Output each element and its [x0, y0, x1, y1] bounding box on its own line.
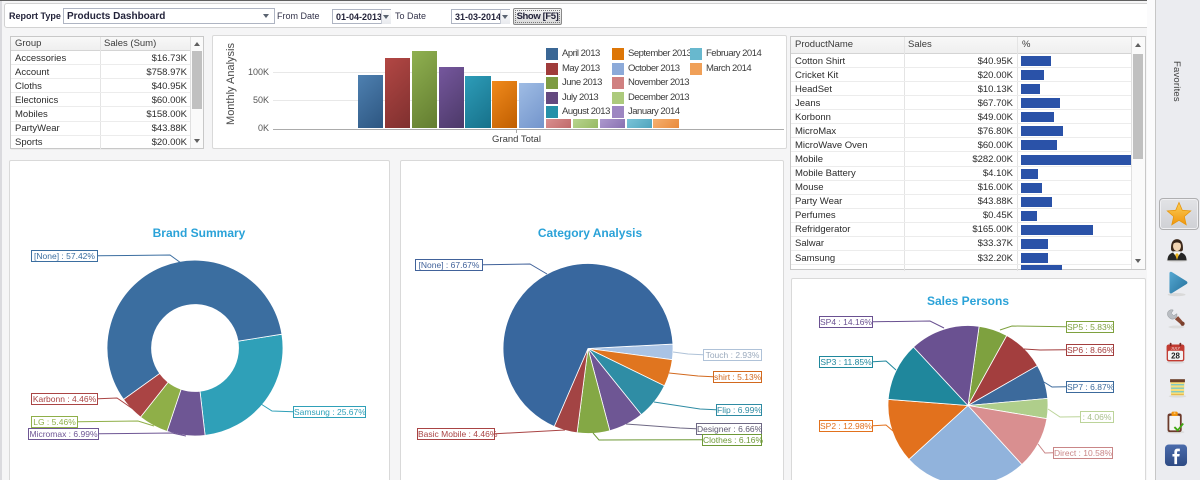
svg-text:28: 28	[1171, 352, 1180, 361]
svg-text:JULY: JULY	[1171, 345, 1181, 350]
